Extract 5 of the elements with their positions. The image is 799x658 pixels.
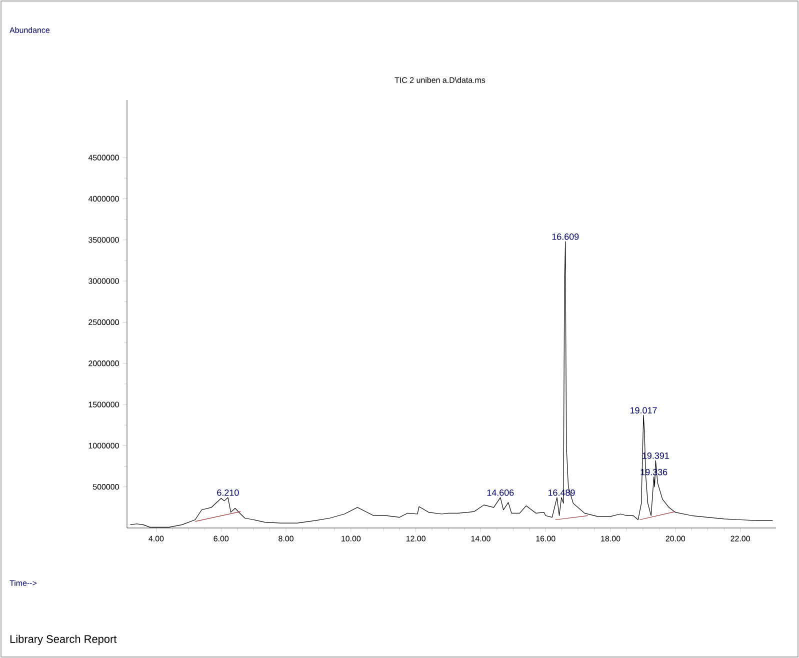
annotation: 19.017	[630, 407, 657, 414]
annotation: 14.606	[487, 489, 514, 496]
text: Library Search Report	[10, 634, 117, 646]
annotation: 16.609	[552, 234, 579, 240]
annotation: 6.210	[217, 489, 239, 496]
